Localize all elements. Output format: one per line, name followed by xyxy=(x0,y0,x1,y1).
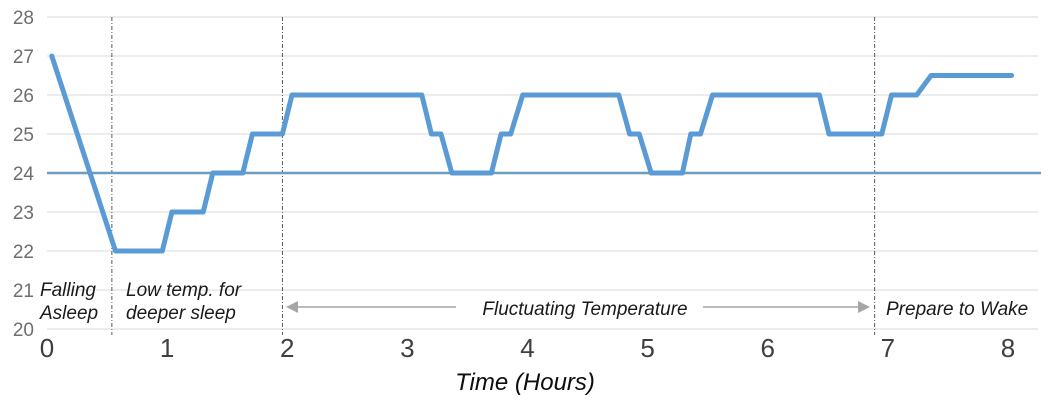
y-tick-label: 25 xyxy=(13,125,34,146)
x-tick-label: 2 xyxy=(280,333,294,363)
y-tick-label: 24 xyxy=(13,164,35,185)
x-tick-label: 6 xyxy=(760,333,774,363)
annotation-line: Asleep xyxy=(40,303,99,324)
x-tick-label: 3 xyxy=(400,333,414,363)
annotation-line: deeper sleep xyxy=(126,303,236,324)
y-tick-label: 23 xyxy=(13,203,34,224)
y-tick-label: 27 xyxy=(13,47,34,68)
arrowhead-left-icon xyxy=(286,301,298,313)
annotation-line: Falling xyxy=(40,280,96,301)
annotation-falling-asleep: Falling Asleep xyxy=(40,279,98,325)
x-tick-label: 8 xyxy=(1001,333,1015,363)
x-axis-title: Time (Hours) xyxy=(455,369,595,396)
x-tick-label: 4 xyxy=(520,333,534,363)
x-tick-label: 1 xyxy=(160,333,174,363)
y-tick-label: 22 xyxy=(13,242,34,263)
y-tick-label: 28 xyxy=(13,8,34,29)
x-tick-label: 5 xyxy=(640,333,654,363)
annotation-line: Fluctuating Temperature xyxy=(482,299,688,320)
x-tick-label: 7 xyxy=(881,333,895,363)
y-tick-label: 20 xyxy=(13,320,34,341)
annotation-prepare-wake: Prepare to Wake xyxy=(886,298,1028,321)
arrowhead-right-icon xyxy=(858,301,870,313)
annotation-line: Low temp. for xyxy=(126,280,242,301)
y-tick-label: 26 xyxy=(13,86,34,107)
y-tick-label: 21 xyxy=(13,281,34,302)
x-tick-label: 0 xyxy=(40,333,54,363)
annotation-fluctuating: Fluctuating Temperature xyxy=(482,298,687,321)
annotation-line: Prepare to Wake xyxy=(886,299,1029,320)
temperature-series-line xyxy=(49,53,1015,254)
annotation-low-temp: Low temp. for deeper sleep xyxy=(126,279,241,325)
